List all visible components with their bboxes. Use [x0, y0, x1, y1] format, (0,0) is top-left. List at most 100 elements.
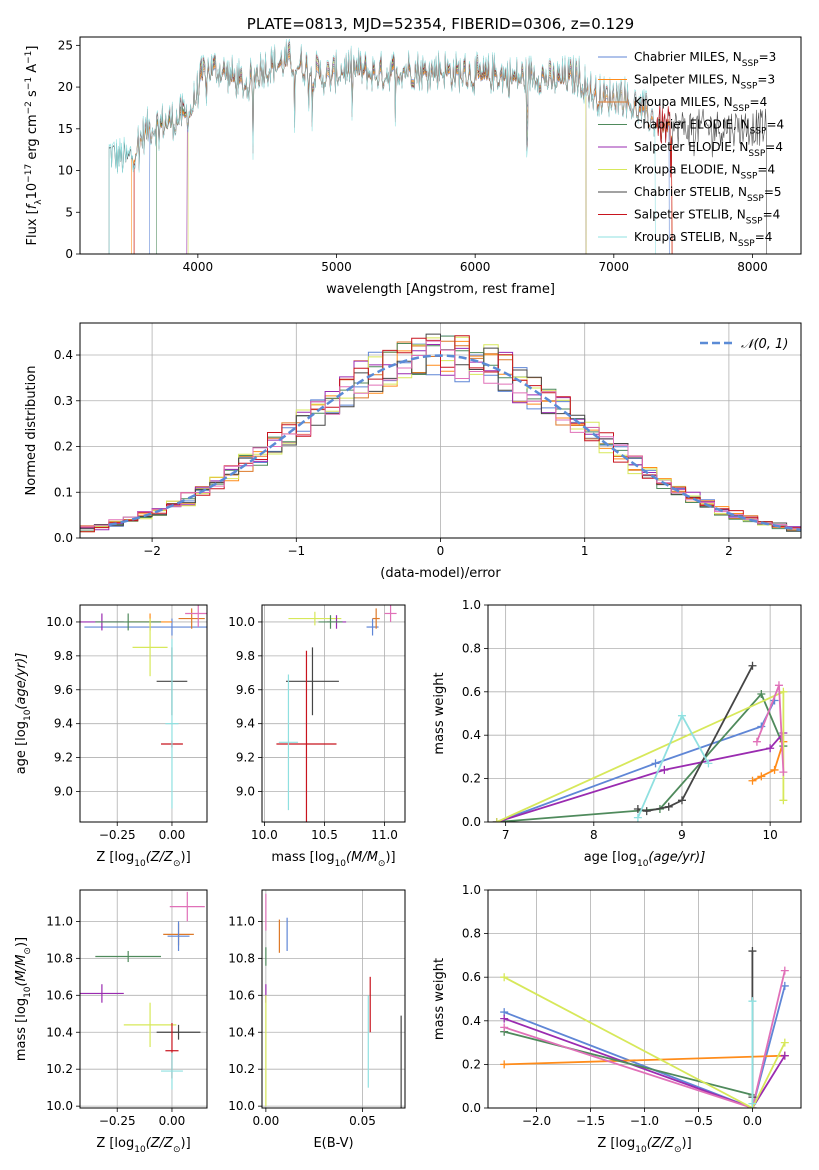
age_vs_Z-x-axis-label-part: ⊙ — [173, 859, 181, 869]
residuals-y-tick-label: 0.1 — [54, 485, 73, 499]
spectrum-legend-label: Chabrier STELIB, NSSP=5 — [634, 185, 782, 204]
spectrum-y-axis-label-part: ] — [25, 46, 40, 51]
residuals-y-tick-label: 0.0 — [54, 531, 73, 545]
mass_vs_ebv-x-tick-label: 0.05 — [349, 1114, 376, 1128]
spectrum-legend-label-part: =3 — [757, 73, 775, 87]
spectrum-legend-label-part: =4 — [766, 118, 784, 132]
spectrum-y-tick-label: 20 — [58, 80, 73, 94]
weight_vs_age-axes-frame — [487, 604, 802, 823]
weight_vs_Z-point-marker — [748, 1099, 757, 1108]
mass_vs_ebv-y-tick-label: 10.8 — [228, 951, 255, 965]
weight_vs_age-point-marker — [752, 737, 761, 746]
age_vs_Z-plot-area — [80, 605, 207, 809]
spectrum-legend-label-part: Salpeter ELODIE, N — [634, 140, 748, 154]
spectrum-legend-label-part: Kroupa ELODIE, N — [634, 163, 741, 177]
residuals-x-axis-label: (data-model)/error — [380, 566, 501, 581]
spectrum-legend-label-part: Kroupa MILES, N — [634, 95, 733, 109]
weight_vs_Z-x-axis-label-part: Z [log — [597, 1136, 635, 1151]
weight_vs_age-x-axis-label-part: (age/yr)] — [648, 850, 705, 865]
mass_vs_Z-y-axis-label-part: ⊙ — [23, 947, 33, 955]
spectrum-legend-label-part: Chabrier ELODIE, N — [634, 118, 750, 132]
weight_vs_age-plot-area — [492, 661, 788, 822]
spectrum-plot-area — [108, 38, 767, 254]
mass_vs_Z-errorbar-point — [95, 950, 162, 963]
mass_vs_Z-y-tick-label: 10.0 — [46, 1099, 73, 1113]
age_vs_Z-errorbar-point — [178, 608, 205, 629]
age_vs_Z-x-axis-label-part: (Z/Z — [146, 850, 174, 865]
weight_vs_Z-series-line — [503, 1017, 786, 1108]
age_vs_mass-x-axis-label: mass [log10(M/M⊙)] — [271, 850, 395, 869]
age_vs_mass-y-tick-label: 9.6 — [236, 683, 255, 697]
spectrum-y-axis-label-part: −2 — [24, 101, 34, 114]
weight_vs_age-point-marker — [704, 759, 713, 768]
mass_vs_Z-y-axis-label-part: (M/M — [14, 955, 29, 987]
weight_vs_Z-point-marker — [780, 966, 789, 975]
mass_vs_Z-axes-frame — [79, 889, 208, 1109]
age_vs_Z-y-tick-label: 9.2 — [54, 751, 73, 765]
mass_vs_Z-y-tick-label: 11.0 — [46, 914, 73, 928]
residuals-x-tick-label: 1 — [581, 544, 589, 558]
weight_vs_age-point-marker — [757, 772, 766, 781]
weight_vs_Z-x-tick-label: −0.5 — [684, 1114, 713, 1128]
weight_vs_age-point-marker — [748, 661, 757, 670]
spectrum-legend-label-part: SSP — [733, 104, 750, 114]
frame-layer — [76, 36, 802, 1112]
weight_vs_age-point-marker — [677, 711, 686, 720]
residuals-plot-area — [80, 333, 801, 534]
spectrum-legend-label-part: Chabrier MILES, N — [634, 50, 742, 64]
weight_vs_age-point-marker — [677, 796, 686, 805]
weight_vs_age-point-marker — [779, 796, 788, 805]
weight_vs_Z-series-line — [504, 1054, 785, 1066]
spectrum-title: PLATE=0813, MJD=52354, FIBERID=0306, z=0… — [247, 15, 634, 33]
mass_vs_Z-y-axis-label-part: mass [log — [14, 998, 29, 1061]
weight_vs_Z-series-line — [503, 985, 786, 1108]
mass_vs_Z-y-tick-label: 10.6 — [46, 988, 73, 1002]
spectrum-y-axis-label-part: Flux [ — [25, 209, 40, 245]
mass_vs_ebv-plot-area — [265, 893, 402, 1108]
mass_vs_Z-y-axis-label-part: )] — [14, 937, 29, 947]
weight_vs_age-point-marker — [774, 681, 783, 690]
spectrum-legend-label-part: SSP — [750, 127, 767, 137]
age_vs_Z-y-tick-label: 9.0 — [54, 784, 73, 798]
spectrum-legend-label-part: Kroupa STELIB, N — [634, 230, 738, 244]
weight_vs_Z-series-line — [503, 976, 786, 1108]
spectrum-x-axis-label: wavelength [Angstrom, rest frame] — [326, 282, 555, 297]
weight_vs_age-point-marker — [770, 765, 779, 774]
weight_vs_age-y-axis-label: mass weight — [432, 672, 447, 754]
spectrum-y-tick-label: 10 — [58, 164, 73, 178]
weight_vs_age-y-tick-label: 1.0 — [462, 598, 481, 612]
age_vs_mass-plot-area — [276, 605, 397, 822]
age_vs_mass-x-axis-label-part: (M/M — [346, 850, 378, 865]
residuals-x-tick-label: 0 — [437, 544, 445, 558]
mass_vs_Z-errorbar-point — [161, 1052, 183, 1090]
weight_vs_Z-y-tick-label: 0.0 — [462, 1101, 481, 1115]
age_vs_Z-y-axis-label-part: 10 — [23, 709, 33, 721]
residuals-x-tick-label: −1 — [287, 544, 305, 558]
mass_vs_Z-y-axis-label: mass [log10(M/M⊙)] — [14, 937, 33, 1061]
age_vs_Z-y-axis-label-part: (age/yr)] — [14, 653, 29, 710]
mass_vs_ebv-axes-frame — [261, 889, 406, 1109]
age_vs_mass-y-tick-label: 9.4 — [236, 717, 255, 731]
residuals-histogram-series — [80, 340, 801, 532]
weight_vs_Z-y-tick-label: 0.6 — [462, 970, 481, 984]
weight_vs_age-x-axis-label-part: 10 — [637, 859, 649, 869]
spectrum-y-axis-label-part: A — [25, 64, 40, 77]
weight_vs_age-point-marker — [492, 818, 501, 822]
age_vs_mass-errorbar-point — [286, 647, 339, 716]
weight_vs_age-series-line — [752, 741, 785, 782]
weight_vs_age-point-marker — [642, 807, 651, 816]
spectrum-y-axis-label-part: erg cm — [25, 114, 40, 163]
age_vs_mass-axes-frame — [261, 604, 406, 823]
weight_vs_Z-plot-area — [500, 947, 789, 1108]
weight_vs_Z-x-axis-label-part: 10 — [635, 1145, 647, 1155]
spectrum-legend-label-part: =4 — [755, 230, 773, 244]
weight_vs_Z-x-tick-label: 0.0 — [743, 1114, 762, 1128]
age_vs_Z-x-axis-label-part: Z [log — [96, 850, 134, 865]
spectrum-legend-label-part: SSP — [742, 59, 759, 69]
weight_vs_age-point-marker — [779, 687, 788, 696]
weight_vs_age-series-line — [496, 690, 785, 822]
mass_vs_ebv-y-tick-label: 10.0 — [228, 1099, 255, 1113]
weight_vs_age-series-line — [496, 732, 785, 822]
weight_vs_Z-x-tick-label: −1.0 — [630, 1114, 659, 1128]
age_vs_mass-errorbar-point — [278, 674, 299, 811]
